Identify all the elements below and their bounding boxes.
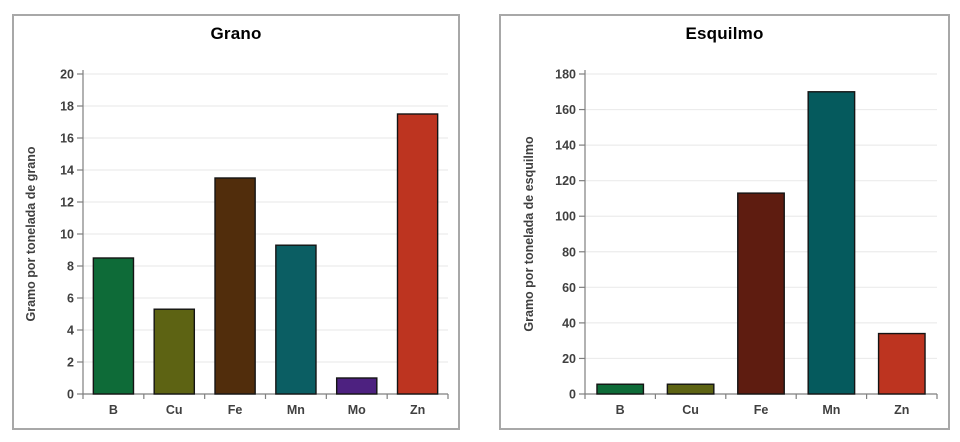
y-tick-label: 2	[67, 356, 74, 370]
chart-title-esquilmo: Esquilmo	[685, 24, 764, 43]
bar-Zn	[396, 113, 439, 395]
bar-Zn	[877, 332, 926, 395]
y-tick-label: 12	[60, 196, 74, 210]
x-category-label: Mn	[822, 403, 840, 417]
bar-Fe	[737, 192, 785, 395]
x-category-label: Mo	[348, 403, 366, 417]
grano-plot-area: 0 2 4 6 8 10 12 14 16 18 20 B Cu Fe Mn Mo Zn	[60, 68, 449, 417]
bar-Fe	[214, 177, 256, 395]
y-tick-label: 0	[67, 388, 74, 402]
x-category-label: B	[109, 403, 118, 417]
y-tick-label: 0	[569, 388, 576, 402]
x-category-label: Zn	[894, 403, 909, 417]
y-tick-label: 20	[60, 68, 74, 82]
x-category-label: Mn	[287, 403, 305, 417]
y-tick-label: 160	[555, 103, 576, 117]
x-category-label: Cu	[682, 403, 699, 417]
y-tick-label: 4	[67, 324, 74, 338]
x-category-label: Zn	[410, 403, 425, 417]
bar-B	[596, 383, 645, 395]
x-category-label: Cu	[166, 403, 183, 417]
x-category-label: B	[616, 403, 625, 417]
chart-title-grano: Grano	[210, 24, 262, 43]
y-tick-label: 100	[555, 210, 576, 224]
y-tick-label: 14	[60, 164, 74, 178]
y-tick-label: 16	[60, 132, 74, 146]
x-category-label: Fe	[754, 403, 769, 417]
esquilmo-plot-area: 0 20 40 60 80 100 120 140 160 180 B Cu Fe Mn Zn	[555, 68, 938, 417]
bar-Mo	[335, 377, 378, 395]
bar-B	[92, 257, 135, 395]
y-tick-label: 40	[562, 316, 576, 330]
x-category-label: Fe	[228, 403, 243, 417]
bar-Mn	[275, 244, 317, 395]
y-tick-label: 80	[562, 245, 576, 259]
chart-esquilmo-panel: Esquilmo Gramo por tonelada de esquilmo …	[499, 14, 950, 430]
bar-Cu	[153, 308, 196, 395]
y-tick-label: 10	[60, 228, 74, 242]
bar-Mn	[807, 91, 856, 395]
y-tick-label: 18	[60, 100, 74, 114]
y-tick-label: 180	[555, 68, 576, 82]
bar-Cu	[666, 383, 715, 395]
y-tick-label: 120	[555, 174, 576, 188]
y-tick-label: 140	[555, 139, 576, 153]
y-tick-label: 8	[67, 260, 74, 274]
y-tick-label: 60	[562, 281, 576, 295]
y-tick-label: 6	[67, 292, 74, 306]
y-tick-label: 20	[562, 352, 576, 366]
